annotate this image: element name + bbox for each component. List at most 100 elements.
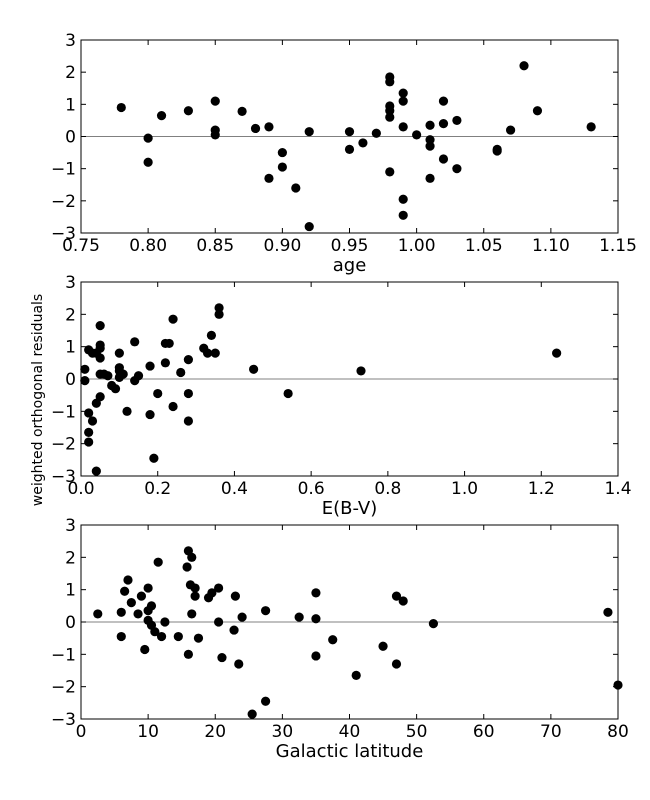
data-point bbox=[160, 358, 170, 368]
data-point bbox=[371, 128, 381, 138]
data-point bbox=[249, 364, 259, 374]
data-point bbox=[193, 633, 204, 643]
data-point bbox=[428, 619, 439, 629]
data-point bbox=[214, 309, 224, 319]
data-point bbox=[103, 371, 113, 381]
data-point bbox=[80, 376, 90, 386]
data-point bbox=[183, 106, 193, 116]
data-point bbox=[586, 122, 596, 132]
data-point bbox=[183, 416, 193, 426]
x-tick-label: 0.0 bbox=[67, 479, 94, 499]
data-point bbox=[425, 141, 435, 151]
data-point bbox=[398, 210, 408, 220]
data-point bbox=[291, 183, 301, 193]
data-point bbox=[328, 635, 338, 645]
data-point bbox=[187, 552, 197, 562]
data-point bbox=[311, 614, 321, 624]
data-point bbox=[160, 617, 170, 627]
x-tick-label: 0.6 bbox=[298, 479, 325, 499]
data-point bbox=[156, 631, 167, 642]
x-tick-label: 0.90 bbox=[263, 236, 301, 256]
data-point bbox=[118, 369, 128, 379]
y-tick-label: −1 bbox=[51, 402, 76, 422]
data-point bbox=[93, 609, 103, 619]
data-point bbox=[202, 348, 213, 358]
data-point bbox=[412, 130, 422, 140]
y-tick-label: 2 bbox=[65, 548, 76, 568]
data-point bbox=[552, 348, 562, 358]
data-point bbox=[91, 466, 101, 476]
x-tick-label: 40 bbox=[339, 722, 361, 742]
data-point bbox=[95, 321, 105, 331]
data-point bbox=[425, 173, 435, 183]
data-point bbox=[130, 337, 140, 347]
data-point bbox=[120, 586, 130, 596]
x-tick-label: 1.05 bbox=[465, 236, 503, 256]
data-point bbox=[283, 388, 293, 399]
x-axis-label: E(B-V) bbox=[322, 498, 378, 519]
data-point bbox=[116, 631, 126, 642]
data-point bbox=[133, 609, 143, 619]
data-point bbox=[143, 583, 153, 593]
data-point bbox=[304, 221, 314, 232]
data-point bbox=[351, 670, 361, 680]
data-point bbox=[153, 557, 163, 567]
data-point bbox=[140, 644, 150, 655]
y-tick-label: 1 bbox=[65, 95, 76, 115]
x-tick-label: 0.8 bbox=[374, 479, 401, 499]
data-point bbox=[143, 157, 153, 167]
x-tick-label: 1.00 bbox=[398, 236, 436, 256]
data-point bbox=[385, 106, 395, 116]
y-tick-label: 0 bbox=[65, 128, 76, 148]
data-point bbox=[391, 591, 402, 601]
data-point bbox=[311, 651, 321, 661]
data-point bbox=[344, 127, 355, 137]
data-point bbox=[95, 343, 105, 353]
data-point bbox=[425, 120, 435, 130]
data-point bbox=[398, 88, 408, 98]
scatter-panel-1: 0.75 0.80 0.85 0.90 0.95 1.00 1.05 1.10 1.15 3 2 1 0… bbox=[51, 31, 637, 276]
data-point bbox=[210, 348, 220, 358]
data-point bbox=[145, 361, 155, 371]
y-tick-label: −2 bbox=[51, 192, 76, 212]
data-point bbox=[217, 652, 227, 663]
x-tick-label: 1.2 bbox=[528, 479, 555, 499]
data-point bbox=[95, 392, 105, 402]
x-tick-label: 30 bbox=[272, 722, 294, 742]
data-point bbox=[153, 388, 163, 399]
y-tick-label: 3 bbox=[65, 273, 76, 293]
x-axis-label: Galactic latitude bbox=[276, 741, 424, 762]
data-point bbox=[356, 366, 366, 376]
data-point bbox=[398, 96, 408, 106]
data-point bbox=[230, 591, 240, 601]
x-tick-label: 1.0 bbox=[451, 479, 478, 499]
data-point bbox=[214, 617, 224, 627]
data-point bbox=[143, 133, 153, 143]
x-tick-label: 0.2 bbox=[144, 479, 171, 499]
data-point bbox=[311, 588, 321, 598]
data-point bbox=[190, 583, 200, 593]
data-point bbox=[95, 353, 105, 363]
y-tick-label: −3 bbox=[51, 224, 76, 244]
data-point bbox=[277, 162, 287, 172]
data-point bbox=[176, 367, 186, 378]
data-point bbox=[168, 401, 178, 412]
data-point bbox=[187, 609, 197, 619]
data-point bbox=[532, 106, 543, 116]
data-point bbox=[492, 146, 502, 156]
x-tick-label: 20 bbox=[204, 722, 226, 742]
y-axis-label: weighted orthogonal residuals bbox=[30, 294, 46, 506]
data-point bbox=[506, 125, 516, 135]
y-tick-label: −2 bbox=[51, 678, 76, 698]
data-point bbox=[168, 314, 178, 324]
y-tick-label: −2 bbox=[51, 435, 76, 455]
x-tick-label: 1.4 bbox=[604, 479, 631, 499]
data-point bbox=[84, 437, 94, 447]
data-point bbox=[260, 696, 271, 706]
data-point bbox=[84, 408, 94, 418]
y-tick-label: 2 bbox=[65, 63, 76, 83]
data-point bbox=[438, 119, 449, 129]
x-tick-label: 0.75 bbox=[62, 236, 100, 256]
